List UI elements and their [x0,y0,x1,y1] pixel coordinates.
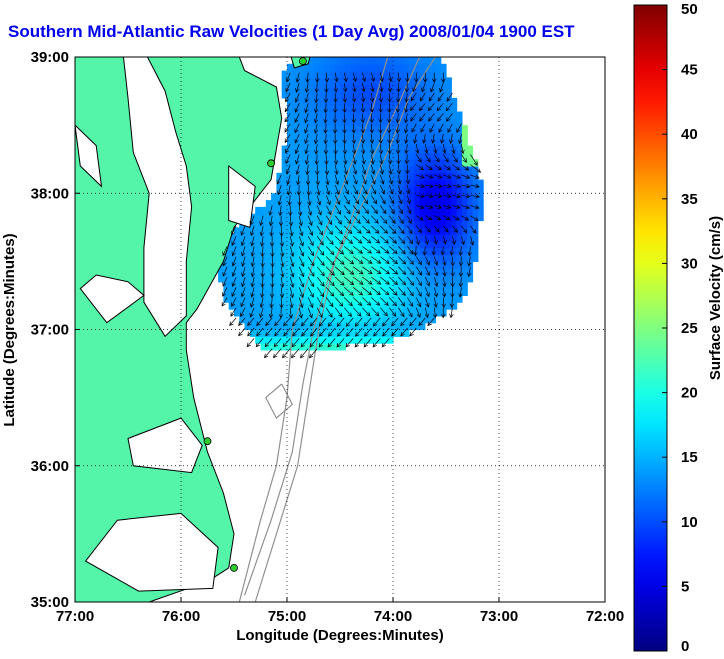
station-dot-icon [267,159,276,168]
y-axis-ticks: 35:00 36:00 37:00 38:00 39:00 [31,49,80,611]
y-tick-label: 35:00 [31,594,69,611]
colorbar-tick-label: 10 [681,514,698,531]
station-dot-icon [298,57,307,65]
x-axis-ticks: 77:00 76:00 75:00 74:00 73:00 72:00 [56,597,624,625]
x-tick-label: 76:00 [162,608,200,625]
velocity-vectors [221,72,482,359]
colorbar-tick-label: 35 [681,191,698,208]
colorbar-ticks: 0 5 10 15 20 25 30 35 40 45 50 [662,1,698,655]
x-tick-label: 75:00 [268,608,306,625]
map-grid [75,57,605,602]
y-tick-label: 37:00 [31,322,69,339]
colorbar-tick-label: 45 [681,62,698,79]
x-tick-label: 73:00 [480,608,518,625]
colorbar-tick-label: 15 [681,449,698,466]
x-axis-label: Longitude (Degrees:Minutes) [236,627,444,644]
colorbar-tick-label: 30 [681,255,698,272]
x-tick-label: 77:00 [56,608,94,625]
x-tick-label: 74:00 [374,608,412,625]
station-dot-icon [230,564,238,572]
colorbar-tick-label: 40 [681,126,698,143]
y-axis-label: Latitude (Degrees:Minutes) [1,233,18,426]
colorbar-tick-label: 20 [681,385,698,402]
y-tick-label: 38:00 [31,185,69,202]
x-tick-label: 72:00 [586,608,624,625]
colorbar-tick-label: 50 [681,1,698,18]
colorbar-tick-label: 5 [681,578,689,595]
chart-title: Southern Mid-Atlantic Raw Velocities (1 … [8,22,575,41]
land-mass [75,57,311,602]
station-dot-icon [203,437,212,446]
y-tick-label: 39:00 [31,49,69,66]
velocity-field [218,57,484,351]
stations [203,57,307,572]
colorbar [633,4,668,652]
y-tick-label: 36:00 [31,458,69,475]
colorbar-tick-label: 25 [681,320,698,337]
colorbar-tick-label: 0 [681,638,689,655]
colorbar-label: Surface Velocity (cm/s) [707,216,724,380]
